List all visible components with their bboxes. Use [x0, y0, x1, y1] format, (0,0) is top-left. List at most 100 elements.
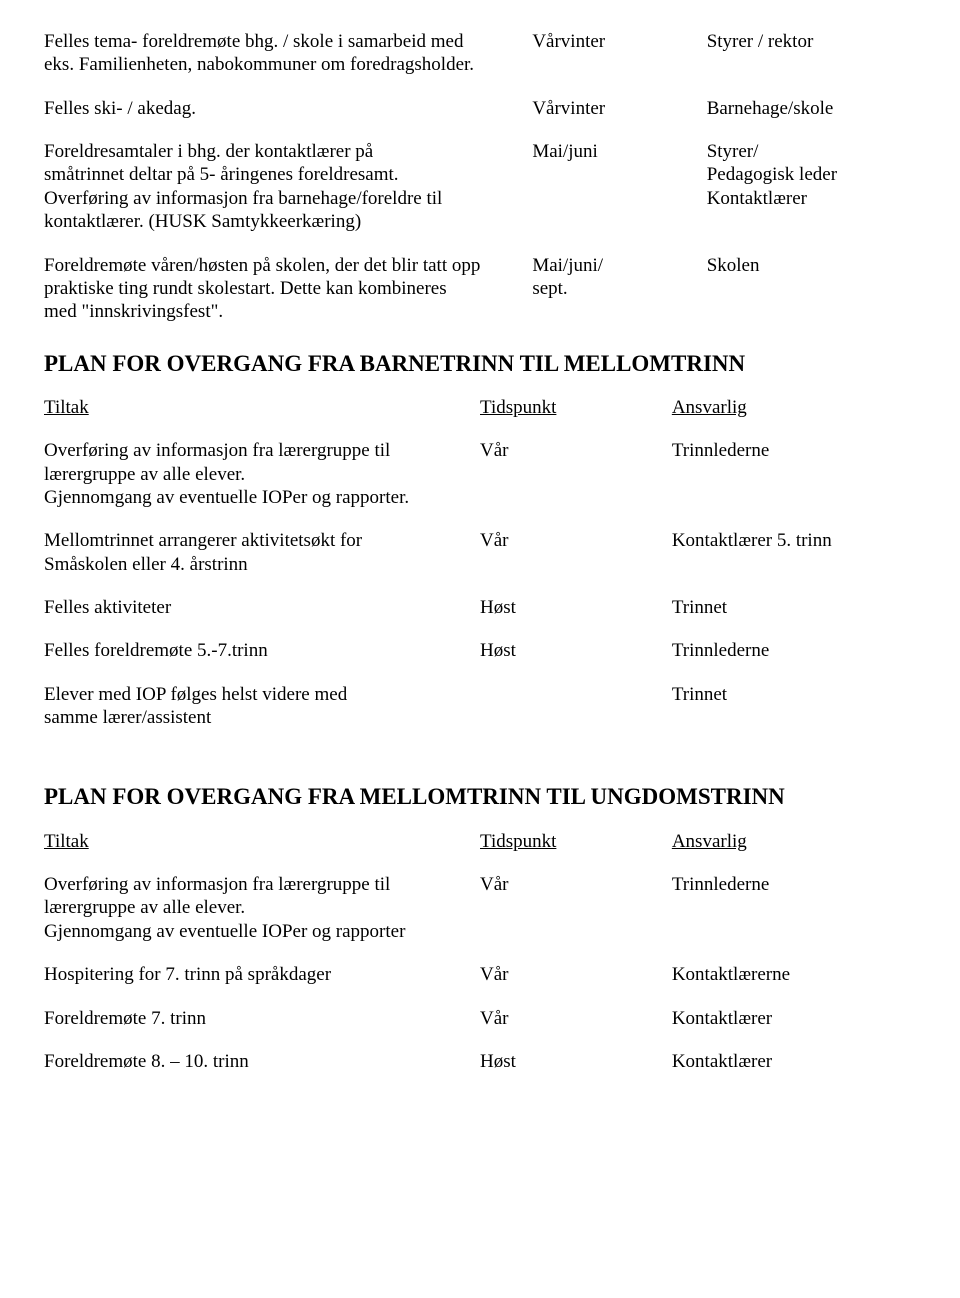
cell: Vårvinter — [532, 97, 706, 120]
cell: Felles ski- / akedag. — [44, 97, 532, 120]
cell: Trinnlederne — [672, 873, 916, 896]
cell — [480, 463, 672, 486]
cell — [707, 53, 916, 76]
cell: Trinnlederne — [672, 439, 916, 462]
s3-row-5: Foreldremøte 7. trinn Vår Kontaktlærer — [44, 1007, 916, 1030]
top-row-10: med "innskrivingsfest". — [44, 300, 916, 323]
cell: Kontaktlærer — [672, 1007, 916, 1030]
s2-row-6: Felles aktiviteter Høst Trinnet — [44, 596, 916, 619]
cell — [672, 920, 916, 943]
cell: Høst — [480, 639, 672, 662]
section3-heading: PLAN FOR OVERGANG FRA MELLOMTRINN TIL UN… — [44, 783, 916, 811]
cell — [707, 210, 916, 233]
cell — [480, 896, 672, 919]
cell: Felles tema- foreldremøte bhg. / skole i… — [44, 30, 532, 53]
s2-row-5: Småskolen eller 4. årstrinn — [44, 553, 916, 576]
cell: Pedagogisk leder — [707, 163, 916, 186]
section2-header: Tiltak Tidspunkt Ansvarlig — [44, 396, 916, 419]
cell — [532, 187, 706, 210]
cell: kontaktlærer. (HUSK Samtykkeerkæring) — [44, 210, 532, 233]
header-tidspunkt: Tidspunkt — [480, 830, 672, 853]
cell — [532, 163, 706, 186]
cell: Felles aktiviteter — [44, 596, 480, 619]
header-ansvarlig: Ansvarlig — [672, 396, 916, 419]
cell: Høst — [480, 1050, 672, 1073]
cell: Skolen — [707, 254, 916, 277]
cell: Kontaktlærerne — [672, 963, 916, 986]
top-row-6: Overføring av informasjon fra barnehage/… — [44, 187, 916, 210]
cell: Foreldremøte 8. – 10. trinn — [44, 1050, 480, 1073]
cell: Foreldresamtaler i bhg. der kontaktlærer… — [44, 140, 532, 163]
cell: Overføring av informasjon fra lærergrupp… — [44, 873, 480, 896]
cell: Høst — [480, 596, 672, 619]
s2-row-7: Felles foreldremøte 5.-7.trinn Høst Trin… — [44, 639, 916, 662]
cell: Foreldremøte 7. trinn — [44, 1007, 480, 1030]
s2-row-1: Overføring av informasjon fra lærergrupp… — [44, 439, 916, 462]
cell: Mellomtrinnet arrangerer aktivitetsøkt f… — [44, 529, 480, 552]
cell: lærergruppe av alle elever. — [44, 463, 480, 486]
top-row-4: Foreldresamtaler i bhg. der kontaktlærer… — [44, 140, 916, 163]
s3-row-2: lærergruppe av alle elever. — [44, 896, 916, 919]
cell — [480, 553, 672, 576]
cell: Elever med IOP følges helst videre med — [44, 683, 480, 706]
cell: Vår — [480, 529, 672, 552]
s2-row-2: lærergruppe av alle elever. — [44, 463, 916, 486]
cell — [672, 486, 916, 509]
cell — [480, 486, 672, 509]
cell: Barnehage/skole — [707, 97, 916, 120]
header-tiltak: Tiltak — [44, 396, 480, 419]
cell: Foreldremøte våren/høsten på skolen, der… — [44, 254, 532, 277]
cell — [672, 553, 916, 576]
cell: Vår — [480, 873, 672, 896]
top-row-3: Felles ski- / akedag. Vårvinter Barnehag… — [44, 97, 916, 120]
s3-row-1: Overføring av informasjon fra lærergrupp… — [44, 873, 916, 896]
top-row-7: kontaktlærer. (HUSK Samtykkeerkæring) — [44, 210, 916, 233]
header-ansvarlig: Ansvarlig — [672, 830, 916, 853]
cell: Felles foreldremøte 5.-7.trinn — [44, 639, 480, 662]
cell — [672, 706, 916, 729]
s3-row-6: Foreldremøte 8. – 10. trinn Høst Kontakt… — [44, 1050, 916, 1073]
s2-row-8: Elever med IOP følges helst videre med T… — [44, 683, 916, 706]
cell: samme lærer/assistent — [44, 706, 480, 729]
section2-heading: PLAN FOR OVERGANG FRA BARNETRINN TIL MEL… — [44, 350, 916, 378]
top-row-2: eks. Familienheten, nabokommuner om fore… — [44, 53, 916, 76]
cell: småtrinnet deltar på 5- åringenes foreld… — [44, 163, 532, 186]
cell: Gjennomgang av eventuelle IOPer og rappo… — [44, 920, 480, 943]
s3-row-3: Gjennomgang av eventuelle IOPer og rappo… — [44, 920, 916, 943]
section3-header: Tiltak Tidspunkt Ansvarlig — [44, 830, 916, 853]
cell — [672, 463, 916, 486]
cell: Trinnet — [672, 596, 916, 619]
cell: praktiske ting rundt skolestart. Dette k… — [44, 277, 532, 300]
s3-row-4: Hospitering for 7. trinn på språkdager V… — [44, 963, 916, 986]
top-row-1: Felles tema- foreldremøte bhg. / skole i… — [44, 30, 916, 53]
cell: Kontaktlærer 5. trinn — [672, 529, 916, 552]
cell: Trinnlederne — [672, 639, 916, 662]
cell: Småskolen eller 4. årstrinn — [44, 553, 480, 576]
cell: lærergruppe av alle elever. — [44, 896, 480, 919]
s2-row-4: Mellomtrinnet arrangerer aktivitetsøkt f… — [44, 529, 916, 552]
cell — [480, 683, 672, 706]
cell: Vår — [480, 1007, 672, 1030]
cell — [532, 210, 706, 233]
top-row-5: småtrinnet deltar på 5- åringenes foreld… — [44, 163, 916, 186]
cell: Overføring av informasjon fra lærergrupp… — [44, 439, 480, 462]
cell — [532, 300, 706, 323]
cell: Kontaktlærer — [707, 187, 916, 210]
cell: Kontaktlærer — [672, 1050, 916, 1073]
s2-row-3: Gjennomgang av eventuelle IOPer og rappo… — [44, 486, 916, 509]
cell — [532, 53, 706, 76]
cell: Styrer/ — [707, 140, 916, 163]
cell: Vår — [480, 963, 672, 986]
cell: Vår — [480, 439, 672, 462]
s2-row-9: samme lærer/assistent — [44, 706, 916, 729]
cell: Mai/juni/ — [532, 254, 706, 277]
cell: Gjennomgang av eventuelle IOPer og rappo… — [44, 486, 480, 509]
header-tidspunkt: Tidspunkt — [480, 396, 672, 419]
cell: Vårvinter — [532, 30, 706, 53]
cell: Styrer / rektor — [707, 30, 916, 53]
header-tiltak: Tiltak — [44, 830, 480, 853]
cell: Trinnet — [672, 683, 916, 706]
cell — [480, 706, 672, 729]
cell: med "innskrivingsfest". — [44, 300, 532, 323]
cell — [480, 920, 672, 943]
